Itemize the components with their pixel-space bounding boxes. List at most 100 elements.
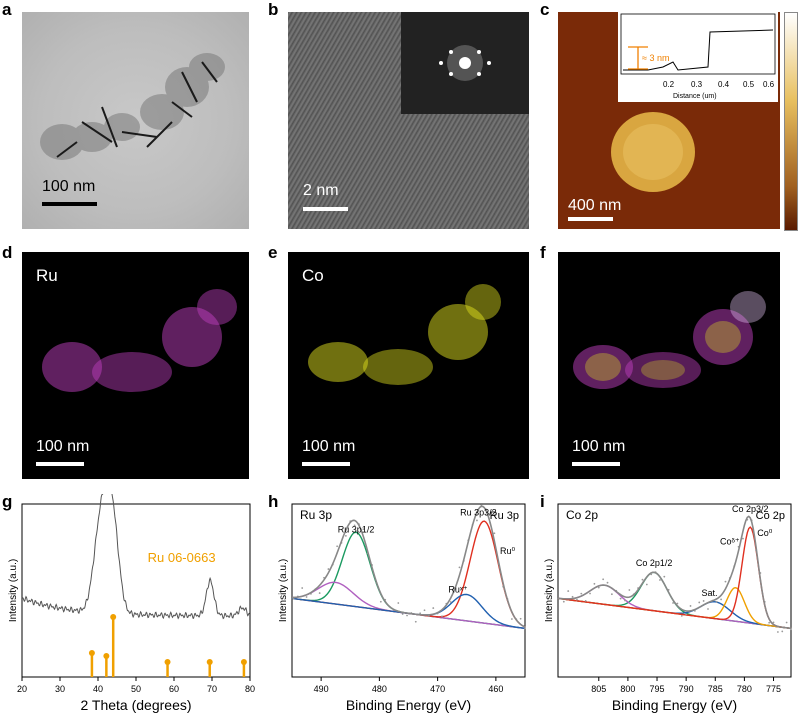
scale-text-d: 100 nm — [36, 438, 90, 455]
peak-annotation: Co⁰ — [757, 528, 773, 538]
peak-annotation: Ru⁰ — [500, 546, 516, 556]
xps-raw-data-point — [742, 537, 744, 540]
eds-element-ru: Ru — [36, 266, 58, 285]
panel-label-e: e — [268, 243, 278, 262]
afm-image-c: ≈ 3 nm 0.2 0.3 0.4 0.5 0.6 Distance (um)… — [558, 12, 780, 229]
xrd-chart: 20 30 40 50 60 70 80 2 Theta (degrees) Intensity… — [8, 494, 255, 713]
scale-bar-b — [303, 207, 348, 211]
plot-frame — [557, 503, 792, 678]
scale-text-a: 100 nm — [42, 178, 96, 195]
xps-raw-data-point — [589, 592, 591, 595]
xps-raw-data-point — [301, 587, 304, 589]
reference-peak-marker — [206, 659, 213, 665]
xps-raw-data-point — [318, 592, 321, 594]
xps-envelope-line — [557, 515, 792, 630]
reference-peak-marker — [164, 659, 171, 665]
scale-text-b: 2 nm — [303, 182, 339, 199]
xps-raw-data-point — [432, 607, 435, 609]
peak-annotation: Co 2p3/2 — [732, 504, 769, 514]
xps-raw-data-point — [619, 597, 622, 600]
chart-corner-label: Ru 3p — [490, 510, 519, 522]
xps-raw-data-point — [702, 600, 705, 602]
x-tick-label: 805 — [591, 684, 606, 694]
xps-raw-data-point — [567, 590, 570, 592]
xps-raw-data-point — [698, 601, 701, 604]
xps-raw-data-point — [602, 578, 605, 581]
xps-raw-data-point — [562, 600, 565, 603]
xps-raw-data-point — [397, 602, 400, 604]
scale-text-e: 100 nm — [302, 438, 356, 455]
xps-raw-data-point — [480, 504, 483, 506]
chart-title: Co 2p — [566, 508, 598, 522]
panel-label-f: f — [540, 243, 546, 262]
xps-raw-data-point — [663, 575, 666, 578]
eds-map-e: Co 100 nm — [288, 252, 529, 479]
xrd-pattern-line — [21, 494, 250, 620]
xps-raw-data-point — [707, 608, 709, 610]
scale-bar-d — [36, 462, 84, 466]
eds-element-co: Co — [302, 266, 324, 285]
panel-label-i: i — [540, 492, 545, 511]
x-tick-label: 30 — [55, 684, 65, 694]
peak-annotation: Co 2p1/2 — [636, 558, 673, 568]
xps-raw-data-point — [597, 586, 600, 589]
x-tick-label: 795 — [650, 684, 665, 694]
afm-step-annotation: ≈ 3 nm — [642, 53, 669, 63]
x-tick-label: 20 — [17, 684, 27, 694]
xps-raw-data-point — [571, 595, 574, 598]
xps-raw-data-point — [610, 593, 613, 596]
x-axis-label: 2 Theta (degrees) — [80, 697, 191, 713]
xps-raw-data-point — [685, 613, 688, 616]
xps-raw-data-point — [327, 568, 330, 570]
afm-xtick: 0.2 — [663, 80, 675, 89]
panel-label-d: d — [2, 243, 13, 262]
panel-label-g: g — [2, 492, 13, 511]
xps-raw-data-point — [628, 589, 631, 591]
xps-raw-data-point — [772, 621, 775, 624]
xps-raw-data-point — [419, 612, 422, 615]
chart-title: Ru 3p — [300, 508, 332, 522]
xps-raw-data-point — [476, 519, 478, 522]
scale-text-c: 400 nm — [568, 197, 622, 214]
afm-xtick: 0.4 — [718, 80, 730, 89]
afm-xtick: 0.3 — [691, 80, 703, 89]
xps-raw-data-point — [584, 599, 587, 602]
xps-raw-data-point — [379, 600, 382, 603]
x-tick-label: 800 — [620, 684, 635, 694]
panel-label-b: b — [268, 0, 279, 19]
xps-raw-data-point — [768, 621, 771, 624]
xps-raw-data-point — [689, 605, 692, 607]
xps-raw-data-point — [336, 545, 339, 548]
panel-label-h: h — [268, 492, 279, 511]
xps-raw-data-point — [606, 581, 609, 584]
afm-xlabel: Distance (um) — [673, 93, 717, 100]
xps-co2p-chart: 805 800 795 790 785 780 775 Binding Energy (eV)… — [544, 503, 792, 713]
xps-raw-data-point — [676, 602, 679, 605]
peak-annotation: Sat. — [701, 588, 717, 598]
xps-envelope-line — [291, 505, 526, 628]
xps-raw-data-point — [510, 618, 513, 620]
xps-raw-data-point — [406, 614, 408, 617]
xps-raw-data-point — [493, 532, 496, 535]
x-tick-label: 790 — [679, 684, 694, 694]
eds-map-f: 100 nm — [558, 252, 780, 479]
peak-annotation: Coᵟ⁺ — [720, 536, 740, 546]
x-axis-label: Binding Energy (eV) — [612, 697, 737, 713]
reference-peak-marker — [110, 614, 117, 620]
x-tick-label: 480 — [372, 684, 387, 694]
afm-height-profile-inset: ≈ 3 nm 0.2 0.3 0.4 0.5 0.6 Distance (um) — [618, 12, 778, 102]
peak-annotation: Ru 3p1/2 — [338, 524, 375, 534]
xps-raw-data-point — [720, 598, 722, 601]
xps-raw-data-point — [645, 583, 648, 586]
tem-image-a: 100 nm — [22, 12, 249, 229]
xps-raw-data-point — [641, 578, 644, 581]
plot-frame — [21, 503, 251, 678]
reference-legend: Ru 06-0663 — [148, 550, 216, 565]
eds-co-signal — [308, 284, 501, 385]
scale-bar-f — [572, 462, 620, 466]
eds-overlay-signal — [573, 291, 766, 389]
xps-raw-data-point — [593, 582, 596, 585]
chart-corner-label: Co 2p — [756, 510, 785, 522]
xps-raw-data-point — [441, 615, 443, 618]
xps-raw-data-point — [344, 534, 347, 537]
